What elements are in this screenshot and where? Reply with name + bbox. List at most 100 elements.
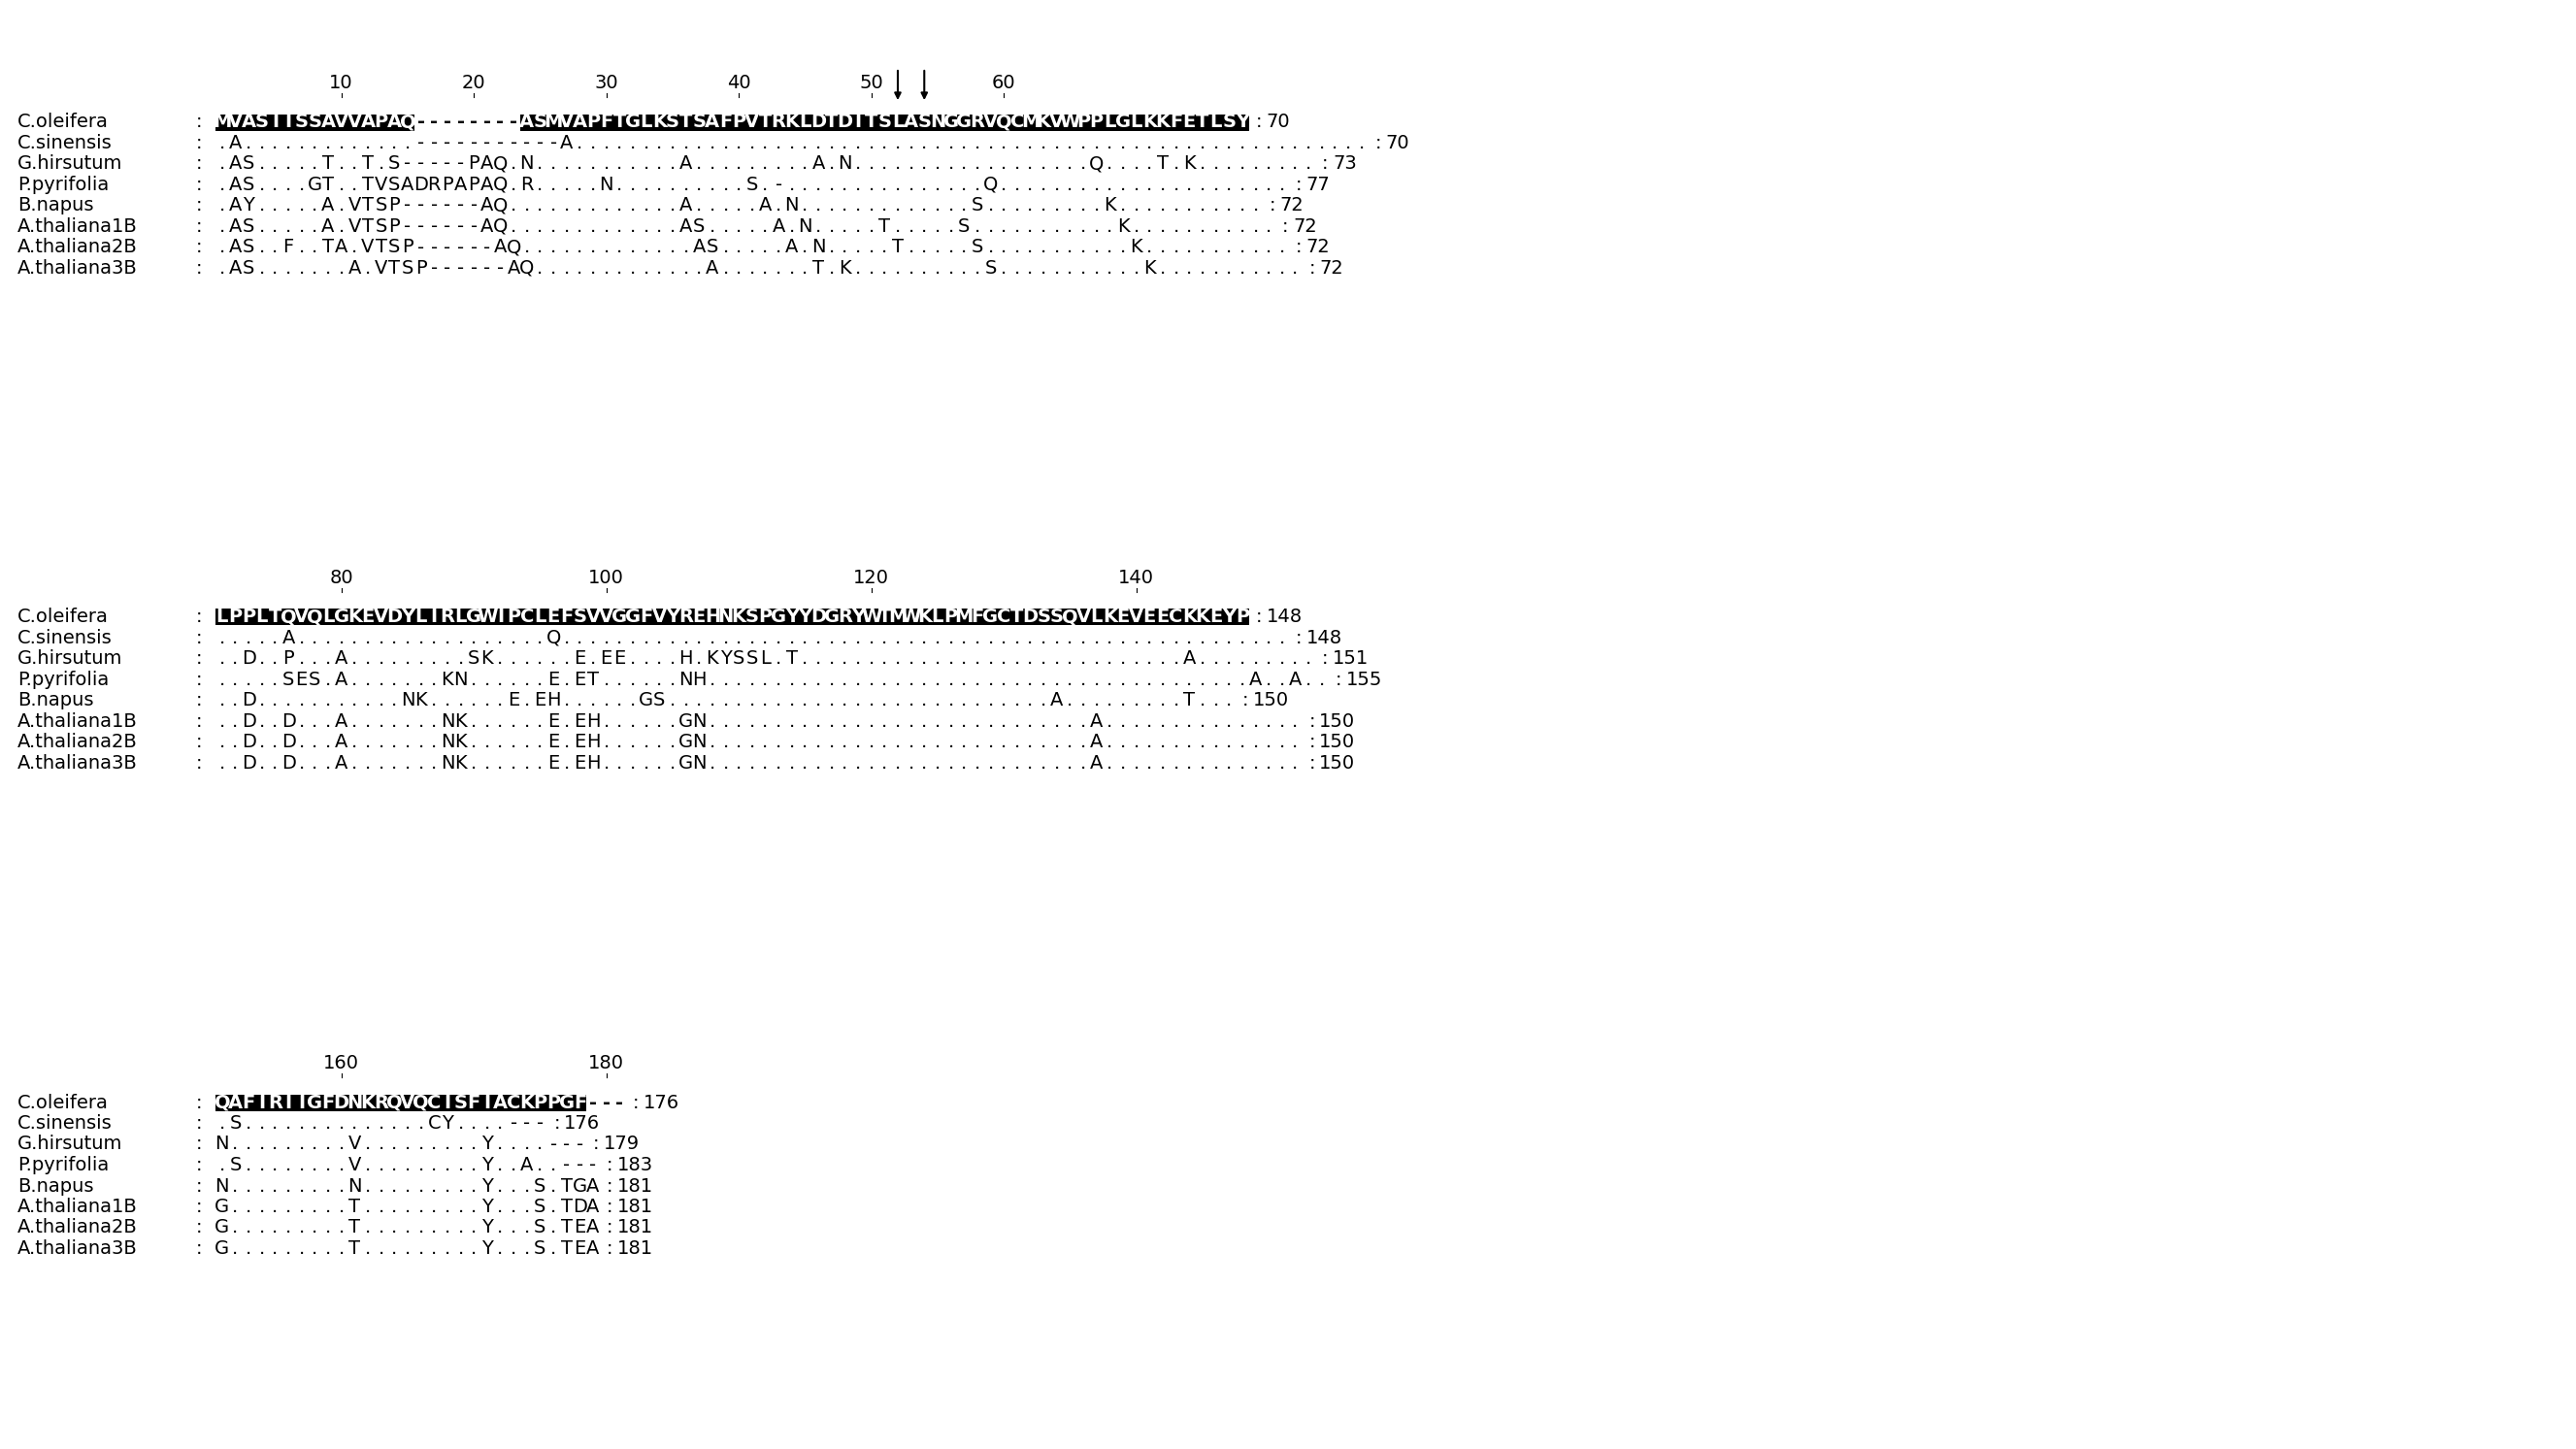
Text: :: :: [196, 259, 201, 278]
Text: A: A: [482, 155, 495, 174]
Text: Y: Y: [482, 1135, 492, 1153]
Text: N: N: [348, 1094, 363, 1111]
Text: .: .: [603, 197, 611, 214]
Text: 148: 148: [1306, 629, 1342, 648]
Text: :: :: [196, 1094, 201, 1111]
Text: -: -: [443, 133, 451, 152]
Text: .: .: [775, 649, 781, 668]
Text: K: K: [1182, 155, 1195, 174]
Text: .: .: [1172, 629, 1180, 648]
Text: .: .: [1092, 217, 1100, 236]
Text: .: .: [961, 713, 966, 730]
Text: S: S: [376, 197, 386, 214]
Text: D: D: [1023, 609, 1038, 626]
Text: L: L: [760, 649, 770, 668]
Text: .: .: [273, 217, 278, 236]
Text: .: .: [603, 753, 611, 772]
Text: .: .: [657, 175, 662, 194]
Text: .: .: [696, 259, 703, 278]
Text: .: .: [404, 1156, 410, 1174]
Text: R: R: [971, 113, 984, 132]
Text: 155: 155: [1345, 671, 1383, 690]
Text: .: .: [443, 649, 451, 668]
Text: .: .: [273, 649, 278, 668]
Text: -: -: [510, 133, 518, 152]
FancyBboxPatch shape: [613, 609, 626, 626]
Text: M: M: [214, 113, 232, 132]
Text: .: .: [299, 629, 304, 648]
Text: .: .: [1239, 197, 1244, 214]
Text: V: V: [1048, 113, 1064, 132]
Text: .: .: [868, 259, 873, 278]
FancyBboxPatch shape: [574, 114, 587, 130]
Text: .: .: [564, 155, 569, 174]
Text: A: A: [322, 113, 335, 132]
Text: .: .: [497, 1239, 502, 1258]
Text: S: S: [706, 238, 719, 256]
FancyBboxPatch shape: [639, 609, 652, 626]
Text: .: .: [443, 691, 451, 710]
Text: E: E: [546, 753, 559, 772]
Text: -: -: [549, 133, 556, 152]
Text: D: D: [281, 753, 296, 772]
Text: S: S: [693, 217, 706, 236]
Text: .: .: [273, 733, 278, 752]
Text: .: .: [788, 733, 796, 752]
Text: R: R: [374, 1094, 389, 1111]
Text: .: .: [657, 629, 662, 648]
Text: .: .: [829, 629, 835, 648]
Text: .: .: [1226, 713, 1231, 730]
Text: .: .: [312, 1198, 317, 1216]
Text: .: .: [417, 753, 425, 772]
Text: T: T: [348, 1239, 361, 1258]
Text: 73: 73: [1332, 155, 1358, 174]
Text: R: R: [428, 175, 440, 194]
Text: .: .: [737, 238, 742, 256]
Text: -: -: [417, 217, 425, 236]
Text: .: .: [842, 753, 848, 772]
Text: .: .: [696, 155, 703, 174]
Text: .: .: [1015, 175, 1020, 194]
Text: G: G: [572, 1177, 587, 1195]
Text: .: .: [379, 133, 384, 152]
Text: .: .: [1226, 133, 1231, 152]
FancyBboxPatch shape: [1131, 609, 1144, 626]
Text: .: .: [1146, 753, 1151, 772]
Text: .: .: [1278, 713, 1285, 730]
Text: .: .: [1015, 259, 1020, 278]
Text: .: .: [590, 259, 595, 278]
Text: .: .: [1079, 629, 1087, 648]
FancyBboxPatch shape: [428, 1094, 440, 1111]
Text: .: .: [801, 629, 809, 648]
Text: .: .: [536, 217, 544, 236]
Text: .: .: [1054, 155, 1059, 174]
Text: .: .: [299, 691, 304, 710]
Text: 30: 30: [595, 74, 618, 93]
Text: .: .: [935, 133, 940, 152]
Text: C.oleifera: C.oleifera: [18, 609, 108, 626]
Text: .: .: [417, 1198, 425, 1216]
Text: E: E: [546, 609, 559, 626]
Text: .: .: [258, 175, 265, 194]
Text: :: :: [196, 733, 201, 752]
Text: .: .: [551, 1239, 556, 1258]
Text: C: C: [428, 1114, 440, 1133]
Text: .: .: [1252, 175, 1260, 194]
Text: .: .: [484, 733, 489, 752]
Text: .: .: [1015, 733, 1020, 752]
Text: .: .: [762, 175, 768, 194]
Text: .: .: [644, 197, 649, 214]
Text: T: T: [363, 175, 374, 194]
Text: .: .: [1079, 753, 1087, 772]
Text: .: .: [801, 259, 809, 278]
Text: -: -: [510, 113, 518, 132]
Text: .: .: [775, 733, 781, 752]
Text: .: .: [1200, 733, 1206, 752]
Text: .: .: [922, 133, 927, 152]
Text: A: A: [229, 155, 242, 174]
FancyBboxPatch shape: [891, 114, 904, 130]
Text: :: :: [554, 1114, 559, 1133]
Text: .: .: [762, 671, 768, 690]
Text: A: A: [335, 238, 348, 256]
Text: .: .: [762, 733, 768, 752]
